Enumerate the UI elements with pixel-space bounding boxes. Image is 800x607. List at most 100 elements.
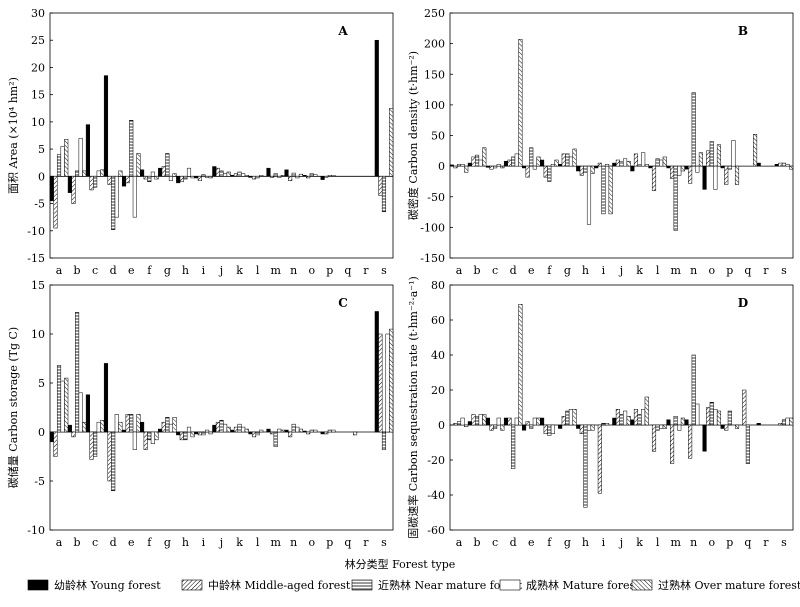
x-tick-label: q [744, 536, 751, 549]
x-tick-label: l [656, 264, 660, 277]
bar-middle [143, 431, 148, 450]
bar-young [756, 423, 761, 426]
bar-young [284, 169, 289, 177]
bar-over [572, 148, 577, 167]
x-tick-label: o [708, 536, 715, 549]
x-tick-label: o [308, 264, 315, 277]
bar-young [49, 176, 54, 202]
bar-over [716, 410, 722, 426]
y-tick-label: -60 [427, 524, 445, 537]
bar-over [662, 156, 667, 167]
plot-frame [49, 12, 394, 259]
x-tick-label: k [236, 536, 243, 549]
bar-middle [251, 176, 257, 180]
legend-label-young: 幼龄林 Young forest [54, 578, 161, 592]
bar-middle [778, 423, 783, 426]
x-tick-label: m [270, 536, 281, 549]
x-tick-label: s [381, 536, 387, 549]
bar-near [475, 154, 480, 167]
bar-mature [604, 164, 610, 167]
bar-middle [471, 156, 476, 167]
bar-near [93, 176, 98, 188]
bar-over [716, 144, 722, 167]
bar-over [190, 176, 195, 179]
bar-middle [125, 176, 130, 184]
y-tick-label: -40 [427, 489, 445, 502]
bar-middle [688, 165, 693, 184]
y-tick-label: 50 [431, 130, 445, 143]
bar-near [129, 120, 134, 177]
bar-young [248, 176, 253, 178]
y-tick-label: -20 [427, 454, 445, 467]
bar-near [237, 423, 242, 433]
bar-over [536, 417, 541, 426]
x-tick-label: o [708, 264, 715, 277]
bar-young [594, 165, 599, 169]
bar-near [745, 424, 750, 464]
x-tick-label: a [56, 264, 63, 277]
bar-mature [604, 423, 610, 426]
bar-young [121, 176, 127, 187]
bar-over [136, 153, 141, 177]
bar-mature [96, 421, 101, 433]
bar-middle [489, 424, 494, 431]
bar-young [521, 424, 527, 431]
bar-near [547, 424, 552, 436]
bar-young [540, 417, 545, 426]
panel-D: -60 -40 -20 0 20 40 60 80 a b c d e f g h i j k l m n o p q r s D 固碳… [406, 276, 794, 549]
bar-near [219, 170, 224, 177]
bar-young [230, 174, 235, 177]
bar-middle [125, 414, 130, 433]
bar-mature [150, 171, 155, 177]
bar-mature [713, 409, 718, 426]
panel-A: -15 -10 -5 0 5 10 15 20 25 30 a b c d e f g h i j k l m n o p q r s A… [7, 7, 394, 277]
bar-middle [53, 431, 58, 457]
x-tick-label: d [510, 264, 517, 277]
x-tick-label: i [202, 264, 206, 277]
y-tick-label: 15 [31, 89, 45, 102]
bar-near [291, 172, 296, 177]
bar-middle [525, 421, 530, 426]
bar-near [655, 424, 660, 431]
bar-over [500, 165, 505, 169]
x-tick-label: m [670, 536, 681, 549]
x-tick-label: c [492, 264, 498, 277]
bar-near [309, 429, 314, 433]
bar-young [302, 430, 307, 433]
bar-over [353, 431, 358, 436]
y-tick-label: 30 [31, 7, 45, 20]
bar-mature [659, 159, 664, 167]
bar-young [67, 176, 72, 193]
bar-middle [688, 424, 693, 459]
bar-young [702, 424, 707, 452]
bar-young [503, 417, 509, 426]
bar-near [219, 419, 224, 433]
bar-near [781, 419, 787, 426]
bar-young [666, 165, 671, 169]
bar-young [558, 164, 563, 167]
bar-over [118, 170, 123, 177]
bar-mature [568, 156, 573, 167]
x-tick-label: i [602, 536, 606, 549]
bar-middle [161, 421, 166, 433]
x-tick-label: d [510, 536, 517, 549]
x-tick-label: e [128, 264, 135, 277]
plot-frame [449, 284, 794, 531]
bar-young [630, 165, 635, 172]
x-tick-label: p [726, 536, 733, 549]
bar-middle [89, 176, 94, 191]
bar-over [100, 419, 105, 433]
x-tick-label: h [582, 264, 589, 277]
bar-over [464, 424, 469, 427]
bar-over [190, 431, 195, 438]
bar-near [147, 431, 152, 441]
bar-young [374, 311, 379, 433]
bar-near [709, 141, 714, 167]
bar-over [280, 429, 285, 433]
bar-mature [532, 165, 537, 170]
bar-mature [568, 409, 573, 426]
x-tick-label: r [363, 536, 369, 549]
bar-middle [597, 424, 602, 494]
bar-near [565, 410, 570, 426]
x-tick-label: f [147, 536, 152, 549]
